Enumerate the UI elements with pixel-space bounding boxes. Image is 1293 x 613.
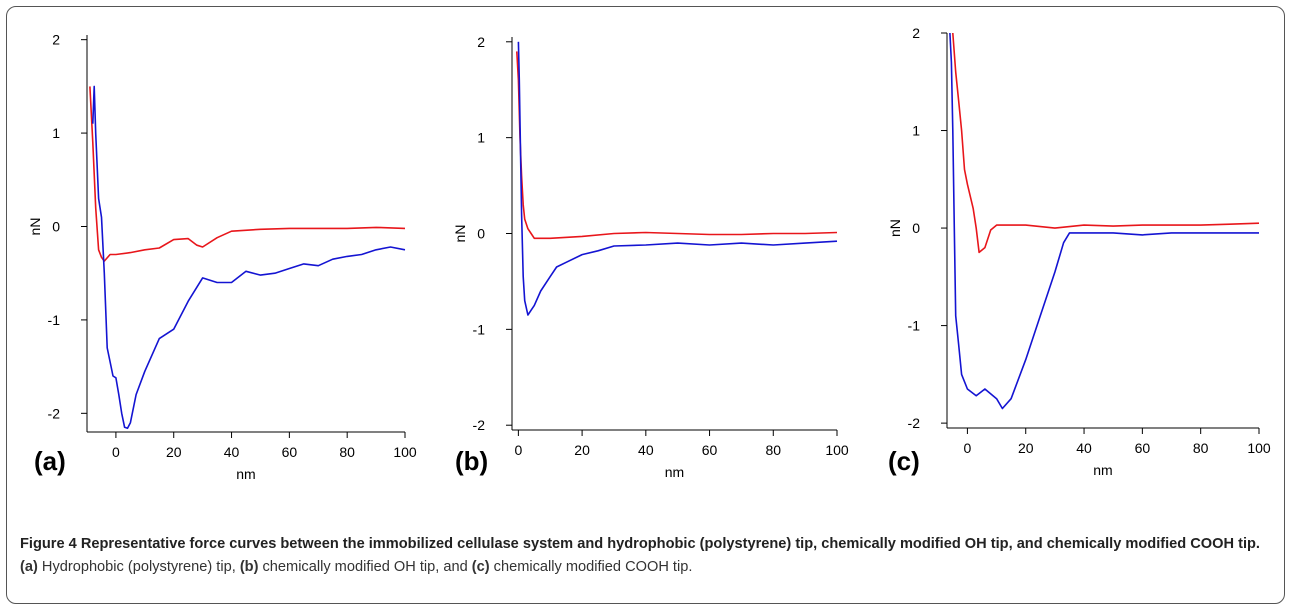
- caption-text-c: chemically modified COOH tip.: [489, 559, 693, 575]
- x-tick-label: 80: [339, 444, 355, 460]
- blue-force-curve: [949, 32, 1259, 410]
- y-tick-label: 0: [477, 226, 485, 242]
- x-tick-label: 0: [964, 440, 972, 456]
- blue-force-curve: [92, 85, 406, 430]
- caption-label-c: (c): [471, 559, 490, 575]
- y-tick-label: 0: [912, 220, 920, 236]
- x-tick-label: 100: [393, 444, 417, 460]
- x-tick-label: 0: [112, 444, 120, 460]
- y-tick-label: 0: [52, 218, 60, 234]
- y-tick-label: -1: [48, 312, 61, 328]
- y-tick-label: -2: [473, 417, 486, 433]
- caption-text-b: chemically modified OH tip, and: [258, 559, 472, 575]
- figure-frame: [6, 6, 1285, 604]
- y-tick-label: 1: [912, 123, 920, 139]
- x-tick-label: 40: [224, 444, 240, 460]
- x-tick-label: 60: [282, 444, 298, 460]
- x-axis-label: nm: [236, 466, 255, 482]
- x-tick-label: 100: [825, 442, 849, 458]
- y-tick-label: 1: [52, 125, 60, 141]
- x-axis-label: nm: [1093, 462, 1112, 478]
- figure-caption: Figure 4 Representative force curves bet…: [20, 533, 1270, 579]
- x-tick-label: 40: [1076, 440, 1092, 456]
- x-tick-label: 100: [1247, 440, 1271, 456]
- red-force-curve: [952, 32, 1260, 254]
- x-tick-label: 0: [514, 442, 522, 458]
- y-axis-label: nN: [452, 225, 468, 243]
- y-tick-label: -2: [48, 405, 61, 421]
- caption-text-a: Hydrophobic (polystyrene) tip,: [37, 559, 240, 575]
- x-tick-label: 60: [1135, 440, 1151, 456]
- caption-label-b: (b): [239, 559, 259, 575]
- x-tick-label: 60: [702, 442, 718, 458]
- y-tick-label: -1: [473, 321, 486, 337]
- x-tick-label: 20: [1018, 440, 1034, 456]
- y-tick-label: 1: [477, 130, 485, 146]
- red-force-curve: [516, 51, 838, 240]
- panel-label: (c): [888, 446, 920, 476]
- caption-title: Figure 4 Representative force curves bet…: [20, 536, 1260, 552]
- x-tick-label: 40: [638, 442, 654, 458]
- x-axis-label: nm: [665, 464, 684, 480]
- caption-label-a: (a): [20, 559, 38, 575]
- x-tick-label: 20: [166, 444, 182, 460]
- x-tick-label: 80: [765, 442, 781, 458]
- panel-label: (b): [455, 446, 488, 476]
- y-tick-label: 2: [52, 32, 60, 48]
- y-tick-label: -2: [908, 415, 921, 431]
- y-tick-label: -1: [908, 318, 921, 334]
- y-axis-label: nN: [887, 219, 903, 237]
- y-tick-label: 2: [912, 25, 920, 41]
- x-tick-label: 20: [574, 442, 590, 458]
- blue-force-curve: [517, 41, 838, 316]
- x-tick-label: 80: [1193, 440, 1209, 456]
- panel-label: (a): [34, 446, 66, 476]
- y-tick-label: 2: [477, 34, 485, 50]
- red-force-curve: [89, 86, 406, 262]
- y-axis-label: nN: [27, 218, 43, 236]
